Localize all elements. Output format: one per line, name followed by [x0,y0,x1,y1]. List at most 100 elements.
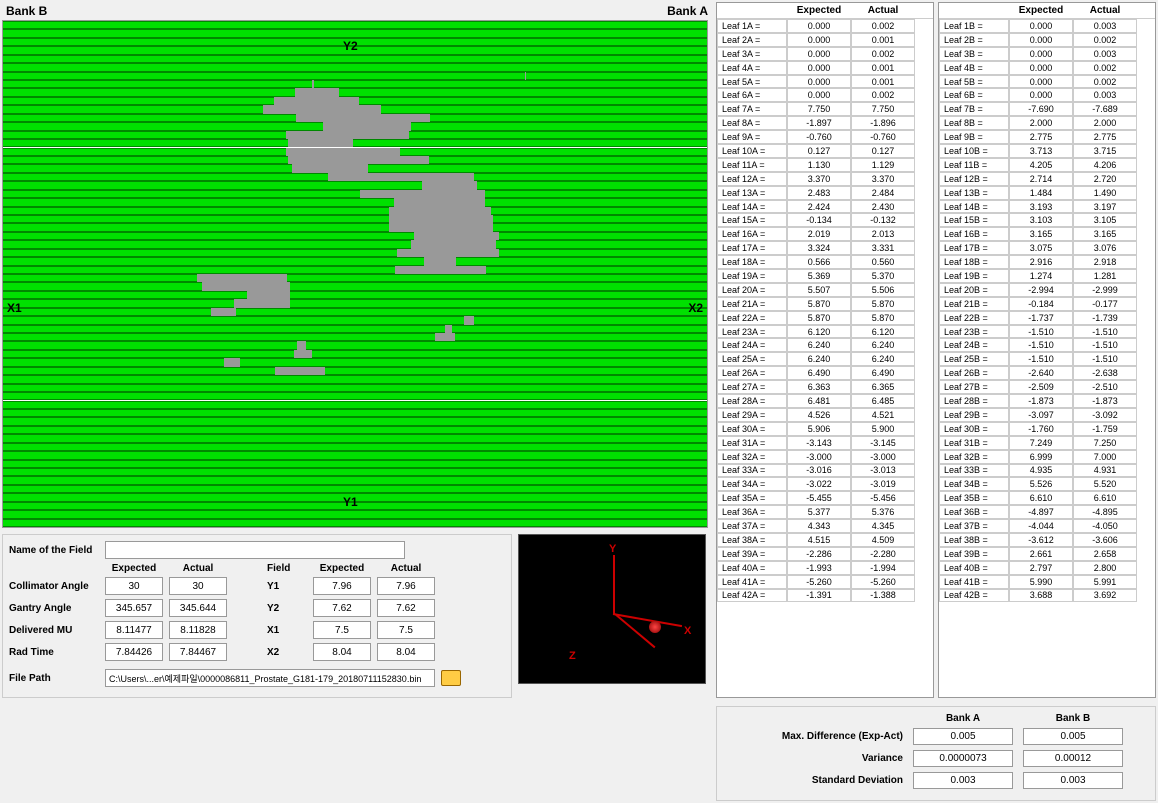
variance-a[interactable] [913,750,1013,767]
leaf-b [3,223,389,231]
leaf-actual: 5.370 [851,269,915,283]
leaf-actual: -3.013 [851,464,915,478]
table-row: Leaf 3B =0.0000.003 [939,47,1155,61]
leaf-a [497,249,707,257]
mu-expected[interactable] [105,621,163,639]
table-row: Leaf 4A =0.0000.001 [717,61,933,75]
leaf-expected: -7.690 [1009,102,1073,116]
leaf-a [354,476,707,484]
leaf-actual: 3.165 [1073,227,1137,241]
leaf-actual: 0.001 [851,61,915,75]
maxdiff-a[interactable] [913,728,1013,745]
leaf-b [3,510,356,518]
leaf-gap [211,308,236,316]
stddev-b[interactable] [1023,772,1123,789]
x1-actual[interactable] [377,621,435,639]
x2-actual[interactable] [377,643,435,661]
stddev-a[interactable] [913,772,1013,789]
mu-actual[interactable] [169,621,227,639]
leaf-label: Leaf 38B = [939,533,1009,547]
leaf-label: Leaf 29B = [939,408,1009,422]
y1-actual[interactable] [377,577,435,595]
leaf-label: Leaf 6B = [939,88,1009,102]
leaf-expected: 4.343 [787,519,851,533]
rad-expected[interactable] [105,643,163,661]
table-row: Leaf 29A =4.5264.521 [717,408,933,422]
x1-expected[interactable] [313,621,371,639]
collimator-expected[interactable] [105,577,163,595]
leaf-b [3,274,197,282]
table-row: Leaf 1B =0.0000.003 [939,19,1155,33]
table-row: Leaf 9B =2.7752.775 [939,130,1155,144]
leaf-b [3,401,356,409]
table-b-body[interactable]: Leaf 1B =0.0000.003Leaf 2B =0.0000.002Le… [939,18,1155,602]
leaf-gap [274,97,358,105]
y1-expected[interactable] [313,577,371,595]
leaf-a [354,21,707,29]
leaf-actual: 2.918 [1073,255,1137,269]
leaf-b [3,148,286,156]
leaf-label: Leaf 4A = [717,61,787,75]
gantry-expected[interactable] [105,599,163,617]
leaf-gap [323,122,410,130]
leaf-b [3,266,395,274]
leaf-expected: 0.000 [1009,47,1073,61]
leaf-b [3,114,296,122]
leaf-label: Leaf 40A = [717,561,787,575]
table-row: Leaf 19B =1.2741.281 [939,269,1155,283]
leaf-expected: -2.286 [787,547,851,561]
leaf-gap [292,164,369,172]
table-row: Leaf 15B =3.1033.105 [939,213,1155,227]
y2-expected[interactable] [313,599,371,617]
3d-viewer[interactable]: Y X Z [518,534,706,684]
leaf-a [354,485,707,493]
name-field-input[interactable] [105,541,405,559]
rad-actual[interactable] [169,643,227,661]
leaf-label: Leaf 11B = [939,158,1009,172]
leaf-a [351,139,707,147]
y2-actual[interactable] [377,599,435,617]
leaf-a [427,156,707,164]
leaf-actual: 2.800 [1073,561,1137,575]
table-a-body[interactable]: Leaf 1A =0.0000.002Leaf 2A =0.0000.001Le… [717,18,933,602]
leaf-gap [275,367,326,375]
leaf-a [398,148,707,156]
gantry-actual[interactable] [169,599,227,617]
y1-field-label: Y1 [267,581,307,592]
leaf-expected: 0.000 [1009,19,1073,33]
leaf-b [3,417,356,425]
leaf-b [3,375,356,383]
leaf-b [3,122,323,130]
leaf-expected: -3.022 [787,477,851,491]
leaf-expected: 5.526 [1009,477,1073,491]
stats-bank-b-header: Bank B [1023,713,1123,724]
table-row: Leaf 3A =0.0000.002 [717,47,933,61]
maxdiff-b[interactable] [1023,728,1123,745]
leaf-b [3,207,389,215]
leaf-expected: 5.377 [787,505,851,519]
stats-panel: Bank ABank B Max. Difference (Exp-Act) V… [716,706,1156,801]
leaf-a [354,63,707,71]
filepath-input[interactable] [105,669,435,687]
leaf-actual: -1.759 [1073,422,1137,436]
x2-expected[interactable] [313,643,371,661]
leaf-b [3,232,414,240]
leaf-expected: 6.999 [1009,450,1073,464]
table-row: Leaf 10A =0.1270.127 [717,144,933,158]
leaf-actual: 3.370 [851,172,915,186]
leaf-a [494,240,707,248]
collimator-actual[interactable] [169,577,227,595]
leaf-expected: 6.240 [787,352,851,366]
leaf-label: Leaf 37A = [717,519,787,533]
variance-b[interactable] [1023,750,1123,767]
leaf-actual: 3.197 [1073,200,1137,214]
table-row: Leaf 6B =0.0000.003 [939,88,1155,102]
filepath-label: File Path [9,673,99,684]
leaf-b [3,460,356,468]
leaf-a [285,274,707,282]
leaf-expected: 5.507 [787,283,851,297]
table-row: Leaf 27A =6.3636.365 [717,380,933,394]
leaf-actual: 6.120 [851,325,915,339]
x1-label: X1 [7,301,22,315]
leaf-actual: -1.510 [1073,352,1137,366]
